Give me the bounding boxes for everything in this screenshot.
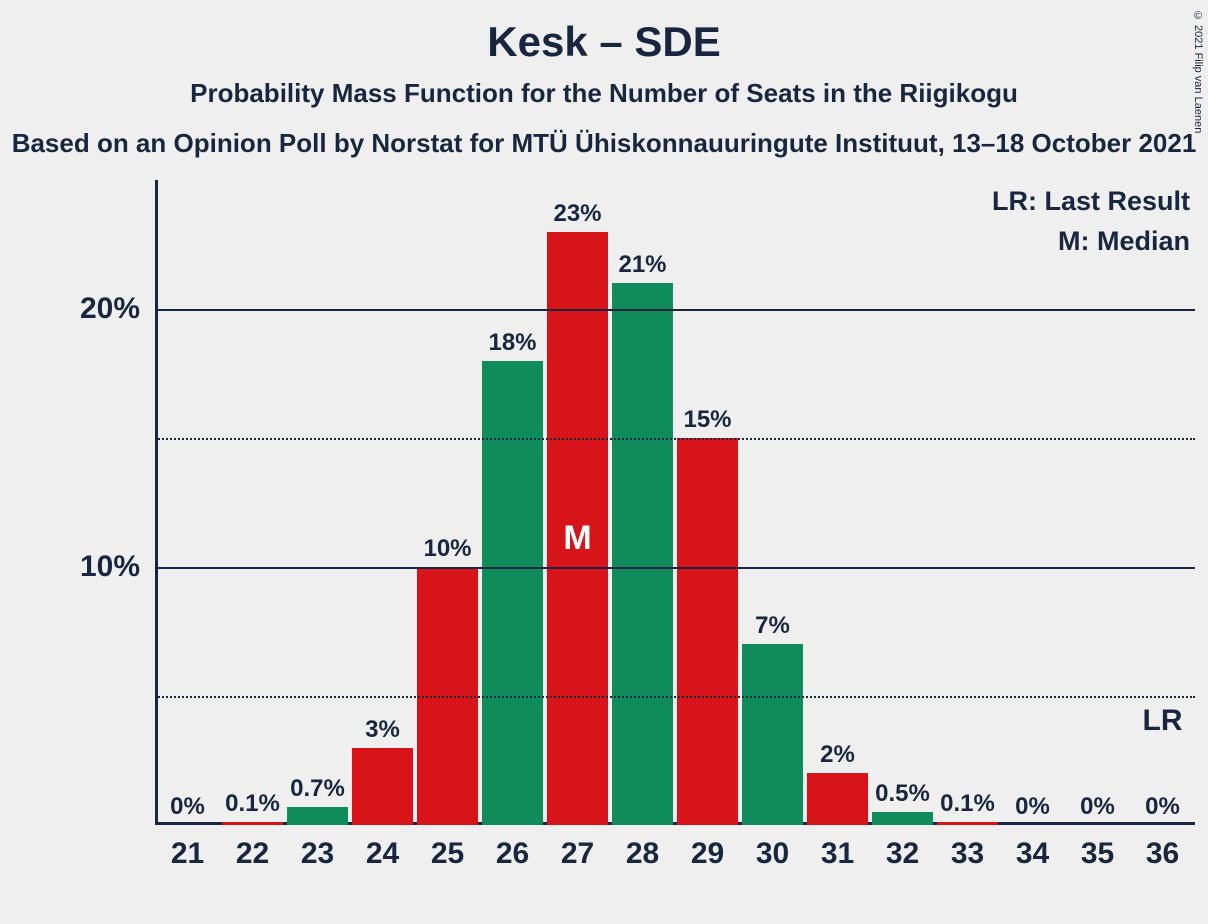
chart-plot-area: 0%210.1%220.7%233%2410%2518%2623%27M21%2…	[155, 180, 1195, 825]
chart-subtitle-2: Based on an Opinion Poll by Norstat for …	[0, 128, 1208, 159]
bar-slot: 0.7%23	[285, 180, 350, 825]
chart-title: Kesk – SDE	[0, 18, 1208, 66]
bar-value-label: 0.7%	[290, 775, 345, 803]
bar-slot: 0%35	[1065, 180, 1130, 825]
bar	[807, 773, 868, 825]
attribution-text: © 2021 Filip van Laenen	[1192, 10, 1204, 133]
bar	[742, 644, 803, 825]
bar-value-label: 0.5%	[875, 780, 930, 808]
bar-slot: 21%28	[610, 180, 675, 825]
bar	[287, 807, 348, 825]
bar-value-label: 23%	[553, 200, 601, 228]
bar-value-label: 2%	[820, 741, 855, 769]
bar-slot: 0.1%33	[935, 180, 1000, 825]
x-tick-label: 30	[756, 837, 789, 871]
x-tick-label: 33	[951, 837, 984, 871]
bars-container: 0%210.1%220.7%233%2410%2518%2623%27M21%2…	[155, 180, 1195, 825]
x-tick-label: 26	[496, 837, 529, 871]
bar-slot: 0%21	[155, 180, 220, 825]
bar-slot: 0.1%22	[220, 180, 285, 825]
chart-subtitle-1: Probability Mass Function for the Number…	[0, 78, 1208, 109]
bar-slot: 0%34	[1000, 180, 1065, 825]
bar-slot: 3%24	[350, 180, 415, 825]
bar	[937, 822, 998, 825]
bar	[872, 812, 933, 825]
bar-value-label: 15%	[683, 406, 731, 434]
gridline-minor	[155, 438, 1195, 440]
x-tick-label: 21	[171, 837, 204, 871]
x-tick-label: 28	[626, 837, 659, 871]
bar-value-label: 0%	[1015, 793, 1050, 821]
x-tick-label: 23	[301, 837, 334, 871]
x-tick-label: 29	[691, 837, 724, 871]
bar-value-label: 18%	[488, 329, 536, 357]
bar-slot: 15%29	[675, 180, 740, 825]
x-tick-label: 36	[1146, 837, 1179, 871]
bar	[352, 748, 413, 825]
bar-value-label: 0%	[1145, 793, 1180, 821]
median-marker: M	[563, 519, 591, 558]
bar-value-label: 0%	[170, 793, 205, 821]
x-tick-label: 24	[366, 837, 399, 871]
y-tick-label: 20%	[30, 292, 140, 326]
bar	[222, 822, 283, 825]
x-tick-label: 25	[431, 837, 464, 871]
bar	[612, 283, 673, 825]
x-tick-label: 27	[561, 837, 594, 871]
bar-slot: 10%25	[415, 180, 480, 825]
gridline-major	[155, 567, 1195, 569]
gridline-major	[155, 309, 1195, 311]
bar-value-label: 10%	[423, 535, 471, 563]
x-tick-label: 32	[886, 837, 919, 871]
gridline-minor	[155, 696, 1195, 698]
bar	[677, 438, 738, 825]
bar-value-label: 3%	[365, 716, 400, 744]
bar-slot: 2%31	[805, 180, 870, 825]
bar-value-label: 7%	[755, 612, 790, 640]
x-tick-label: 31	[821, 837, 854, 871]
x-tick-label: 35	[1081, 837, 1114, 871]
bar-slot: 23%27M	[545, 180, 610, 825]
bar-slot: 18%26	[480, 180, 545, 825]
bar-slot: 7%30	[740, 180, 805, 825]
last-result-marker: LR	[1143, 704, 1183, 738]
x-tick-label: 34	[1016, 837, 1049, 871]
bar	[482, 361, 543, 825]
x-tick-label: 22	[236, 837, 269, 871]
y-tick-label: 10%	[30, 550, 140, 584]
bar-slot: 0.5%32	[870, 180, 935, 825]
bar-value-label: 0.1%	[940, 790, 995, 818]
bar-value-label: 0.1%	[225, 790, 280, 818]
bar-value-label: 0%	[1080, 793, 1115, 821]
bar-value-label: 21%	[618, 251, 666, 279]
